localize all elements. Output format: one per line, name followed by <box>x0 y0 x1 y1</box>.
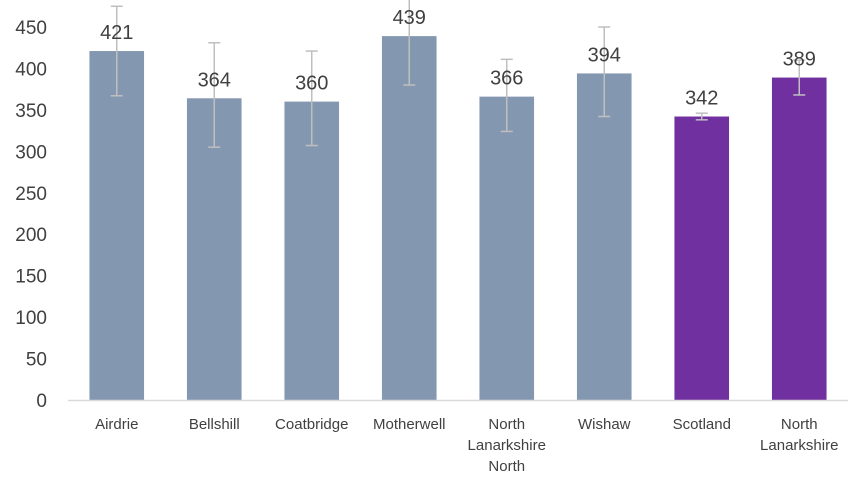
x-tick-label-line: Lanarkshire <box>760 437 838 454</box>
data-label: 389 <box>783 49 816 71</box>
y-tick-label: 450 <box>15 18 47 39</box>
y-tick-label: 250 <box>15 184 47 205</box>
data-label: 364 <box>198 69 231 91</box>
data-labels: 421 364 360 439 366 394 342 389 <box>100 7 816 109</box>
bar <box>381 36 437 401</box>
bar <box>284 101 340 400</box>
bar <box>771 77 827 400</box>
x-tick-label: Airdrie <box>95 416 138 433</box>
x-tick-label-line: Lanarkshire <box>468 437 546 454</box>
x-tick-label: Coatbridge <box>275 416 348 433</box>
bars <box>89 36 827 401</box>
y-tick-label: 200 <box>15 225 47 246</box>
data-label: 342 <box>685 88 718 110</box>
y-tick-label: 100 <box>15 308 47 329</box>
x-tick-label-line: North <box>781 416 818 433</box>
y-tick-label: 350 <box>15 101 47 122</box>
bar <box>674 116 730 401</box>
error-bars <box>110 0 806 148</box>
x-axis-ticks: Airdrie Bellshill Coatbridge Motherwell Nort… <box>95 416 838 475</box>
x-tick-label: Motherwell <box>373 416 446 433</box>
data-label: 439 <box>393 7 426 29</box>
y-tick-label: 400 <box>15 59 47 80</box>
y-axis-ticks: 0 50 100 150 200 250 300 350 400 450 <box>15 18 47 412</box>
x-tick-label-line: Bellshill <box>189 416 240 433</box>
y-tick-label: 300 <box>15 142 47 163</box>
data-label: 360 <box>295 73 328 95</box>
bar <box>186 98 242 400</box>
data-label: 421 <box>100 22 133 44</box>
y-tick-label: 50 <box>26 350 47 371</box>
x-tick-label: North Lanarkshire North <box>468 416 546 475</box>
x-tick-label: Wishaw <box>578 416 631 433</box>
y-tick-label: 0 <box>36 391 47 412</box>
data-label: 394 <box>588 44 621 66</box>
x-tick-label: Bellshill <box>189 416 240 433</box>
x-tick-label: North Lanarkshire <box>760 416 838 454</box>
data-label: 366 <box>490 68 523 90</box>
x-tick-label: Scotland <box>673 416 731 433</box>
bar <box>576 73 632 400</box>
x-tick-label-line: North <box>488 416 525 433</box>
bar <box>89 51 145 400</box>
x-tick-label-line: Airdrie <box>95 416 138 433</box>
x-tick-label-line: Coatbridge <box>275 416 348 433</box>
bar <box>479 96 535 401</box>
x-tick-label-line: Motherwell <box>373 416 446 433</box>
x-tick-label-line: Scotland <box>673 416 731 433</box>
y-tick-label: 150 <box>15 267 47 288</box>
x-tick-label-line: Wishaw <box>578 416 631 433</box>
x-tick-label-line: North <box>488 458 525 475</box>
